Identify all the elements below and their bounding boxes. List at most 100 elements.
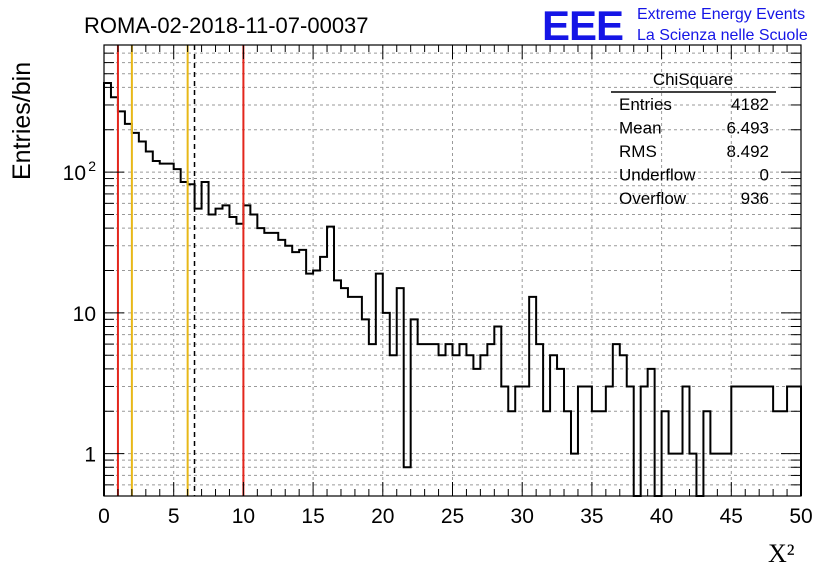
histogram-bin bbox=[606, 386, 613, 496]
plot-frame bbox=[103, 44, 802, 497]
histogram-bin bbox=[641, 386, 648, 496]
histogram-bin bbox=[794, 386, 801, 496]
histogram-bin bbox=[752, 386, 759, 496]
stats-label: Entries bbox=[619, 95, 672, 114]
x-tick-label: 15 bbox=[301, 505, 324, 528]
histogram-bin bbox=[578, 386, 585, 496]
histogram-bin bbox=[759, 386, 766, 496]
histogram-bin bbox=[222, 205, 229, 496]
stats-label: Overflow bbox=[619, 189, 687, 208]
stats-value: 6.493 bbox=[726, 119, 769, 138]
histogram-bin bbox=[648, 369, 655, 496]
y-tick-label-exponent: 2 bbox=[88, 158, 96, 174]
y-tick-label: 10 bbox=[73, 303, 96, 326]
histogram-bin bbox=[271, 233, 278, 496]
histogram-bin bbox=[285, 246, 292, 496]
histogram-outline bbox=[103, 81, 802, 497]
x-tick-label: 35 bbox=[580, 505, 603, 528]
histogram-bin bbox=[453, 355, 460, 496]
histogram-bin bbox=[620, 355, 627, 496]
histogram-bin bbox=[522, 386, 529, 496]
histogram-bin bbox=[132, 133, 139, 496]
histogram-bin bbox=[766, 386, 773, 496]
histogram-bin bbox=[446, 344, 453, 496]
histogram-bin bbox=[195, 209, 202, 496]
histogram-bin bbox=[264, 233, 271, 496]
histogram-bin bbox=[216, 209, 223, 496]
histogram-bin bbox=[439, 355, 446, 496]
x-tick-label: 50 bbox=[789, 505, 812, 528]
eee-logo-line2: La Scienza nelle Scuole bbox=[637, 27, 808, 44]
reference-lines bbox=[116, 45, 245, 496]
histogram-bin bbox=[174, 169, 181, 496]
histogram-bin bbox=[515, 386, 522, 496]
histogram-bin bbox=[160, 164, 167, 496]
histogram-bin bbox=[487, 344, 494, 496]
x-tick-label: 45 bbox=[720, 505, 743, 528]
histogram-bin bbox=[731, 386, 738, 496]
eee-logo: EEE Extreme Energy Events La Scienza nel… bbox=[542, 2, 808, 49]
stats-value: 8.492 bbox=[726, 142, 769, 161]
histogram-bin bbox=[153, 161, 160, 496]
x-tick-label: 20 bbox=[371, 505, 394, 528]
histogram-bin bbox=[501, 386, 508, 496]
histogram-bin bbox=[411, 319, 418, 496]
x-tick-label: 0 bbox=[98, 505, 110, 528]
histogram-bin bbox=[257, 228, 264, 496]
histogram-bin bbox=[404, 467, 411, 496]
histogram-bin bbox=[459, 344, 466, 496]
x-axis-label: X² bbox=[768, 539, 795, 568]
histogram-bin bbox=[125, 124, 132, 496]
histogram-bin bbox=[299, 250, 306, 496]
x-tick-label: 30 bbox=[511, 505, 534, 528]
histogram-bin bbox=[313, 271, 320, 497]
stats-title: ChiSquare bbox=[653, 70, 733, 89]
x-tick-label: 5 bbox=[168, 505, 180, 528]
histogram-bin bbox=[306, 274, 313, 496]
histogram-bin bbox=[181, 182, 188, 496]
histogram-bin bbox=[557, 369, 564, 496]
stats-rows: Entries 4182 Mean 6.493 RMS 8.492 Underflow 0 Ov… bbox=[619, 95, 769, 208]
y-axis-label: Entries/bin bbox=[8, 62, 36, 180]
eee-logo-line1: Extreme Energy Events bbox=[637, 6, 805, 23]
histogram bbox=[103, 81, 802, 497]
eee-logo-mark: EEE bbox=[542, 2, 623, 49]
histogram-bin bbox=[327, 227, 334, 496]
stats-value: 4182 bbox=[731, 95, 769, 114]
histogram-bin bbox=[229, 217, 236, 496]
run-title: ROMA-02-2018-11-07-00037 bbox=[84, 13, 369, 38]
histogram-bin bbox=[738, 386, 745, 496]
histogram-bin bbox=[425, 344, 432, 496]
stats-value: 936 bbox=[741, 189, 769, 208]
histogram-bin bbox=[104, 83, 111, 496]
histogram-bin bbox=[418, 344, 425, 496]
histogram-bin bbox=[362, 319, 369, 496]
histogram-bin bbox=[111, 97, 118, 496]
y-tick-label: 1 bbox=[84, 444, 96, 467]
histogram-bin bbox=[683, 386, 690, 496]
histogram-bin bbox=[118, 111, 125, 496]
x-tick-label: 10 bbox=[232, 505, 255, 528]
histogram-bin bbox=[139, 142, 146, 496]
histogram-bin bbox=[278, 240, 285, 496]
histogram-bin bbox=[550, 355, 557, 496]
histogram-bin bbox=[466, 355, 473, 496]
stats-label: RMS bbox=[619, 142, 657, 161]
histogram-bin bbox=[585, 386, 592, 496]
x-tick-label: 40 bbox=[650, 505, 673, 528]
histogram-bin bbox=[536, 344, 543, 496]
histogram-bin bbox=[188, 184, 195, 496]
histogram-bin bbox=[376, 274, 383, 496]
stats-label: Mean bbox=[619, 119, 662, 138]
stats-value: 0 bbox=[760, 166, 769, 185]
histogram-bin bbox=[390, 355, 397, 496]
histogram-bin bbox=[432, 344, 439, 496]
stats-label: Underflow bbox=[619, 166, 696, 185]
histogram-bin bbox=[236, 224, 243, 496]
histogram-bin bbox=[787, 386, 794, 496]
histogram-bin bbox=[745, 386, 752, 496]
histogram-bin bbox=[627, 386, 634, 496]
histogram-bin bbox=[202, 182, 209, 496]
